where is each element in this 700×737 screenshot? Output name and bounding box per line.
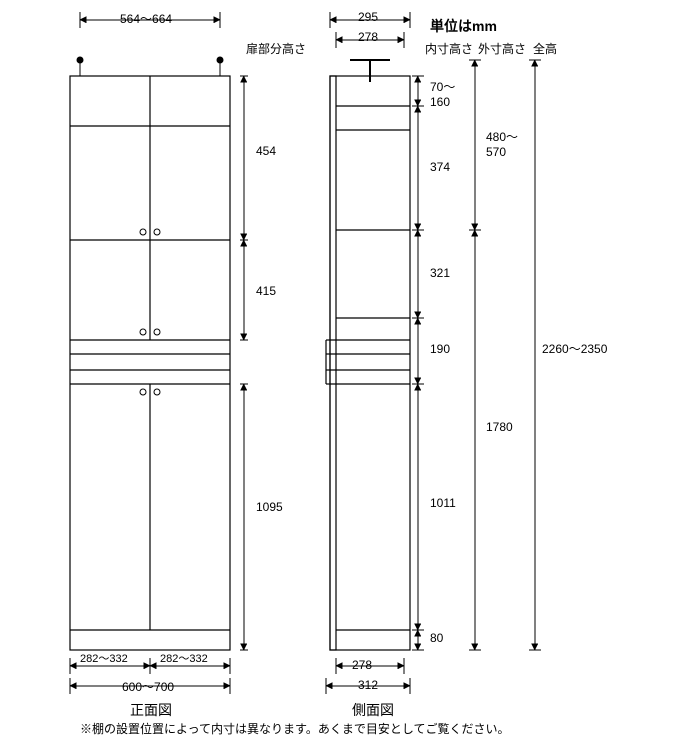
- side-outer-upper: 480～ 570: [486, 128, 518, 159]
- front-bottom-width: 600～700: [122, 678, 174, 695]
- front-view-svg: [40, 10, 310, 700]
- front-bottom-half-r: 282～332: [160, 650, 208, 666]
- side-top-inner-width: 278: [358, 30, 378, 44]
- front-top-width: 564～664: [120, 10, 172, 27]
- side-bottom-outer-width: 312: [358, 678, 378, 692]
- front-door-h3: 1095: [256, 500, 283, 514]
- side-inner-374: 374: [430, 160, 450, 174]
- front-bottom-half-l: 282～332: [80, 650, 128, 666]
- side-total-height: 2260～2350: [542, 340, 607, 357]
- front-title: 正面図: [130, 700, 172, 720]
- side-inner-321: 321: [430, 266, 450, 280]
- side-inner-topgap: 70～ 160: [430, 78, 455, 109]
- side-top-outer-width: 295: [358, 10, 378, 24]
- note: ※棚の設置位置によって内寸は異なります。あくまで目安としてご覧ください。: [80, 720, 509, 737]
- side-inner-190: 190: [430, 342, 450, 356]
- side-inner-1011: 1011: [430, 496, 456, 510]
- side-inner-80: 80: [430, 631, 443, 645]
- side-title: 側面図: [352, 700, 394, 720]
- front-door-h1: 454: [256, 144, 276, 158]
- front-door-h2: 415: [256, 284, 276, 298]
- side-bottom-inner-width: 278: [352, 658, 372, 672]
- side-outer-main: 1780: [486, 420, 513, 434]
